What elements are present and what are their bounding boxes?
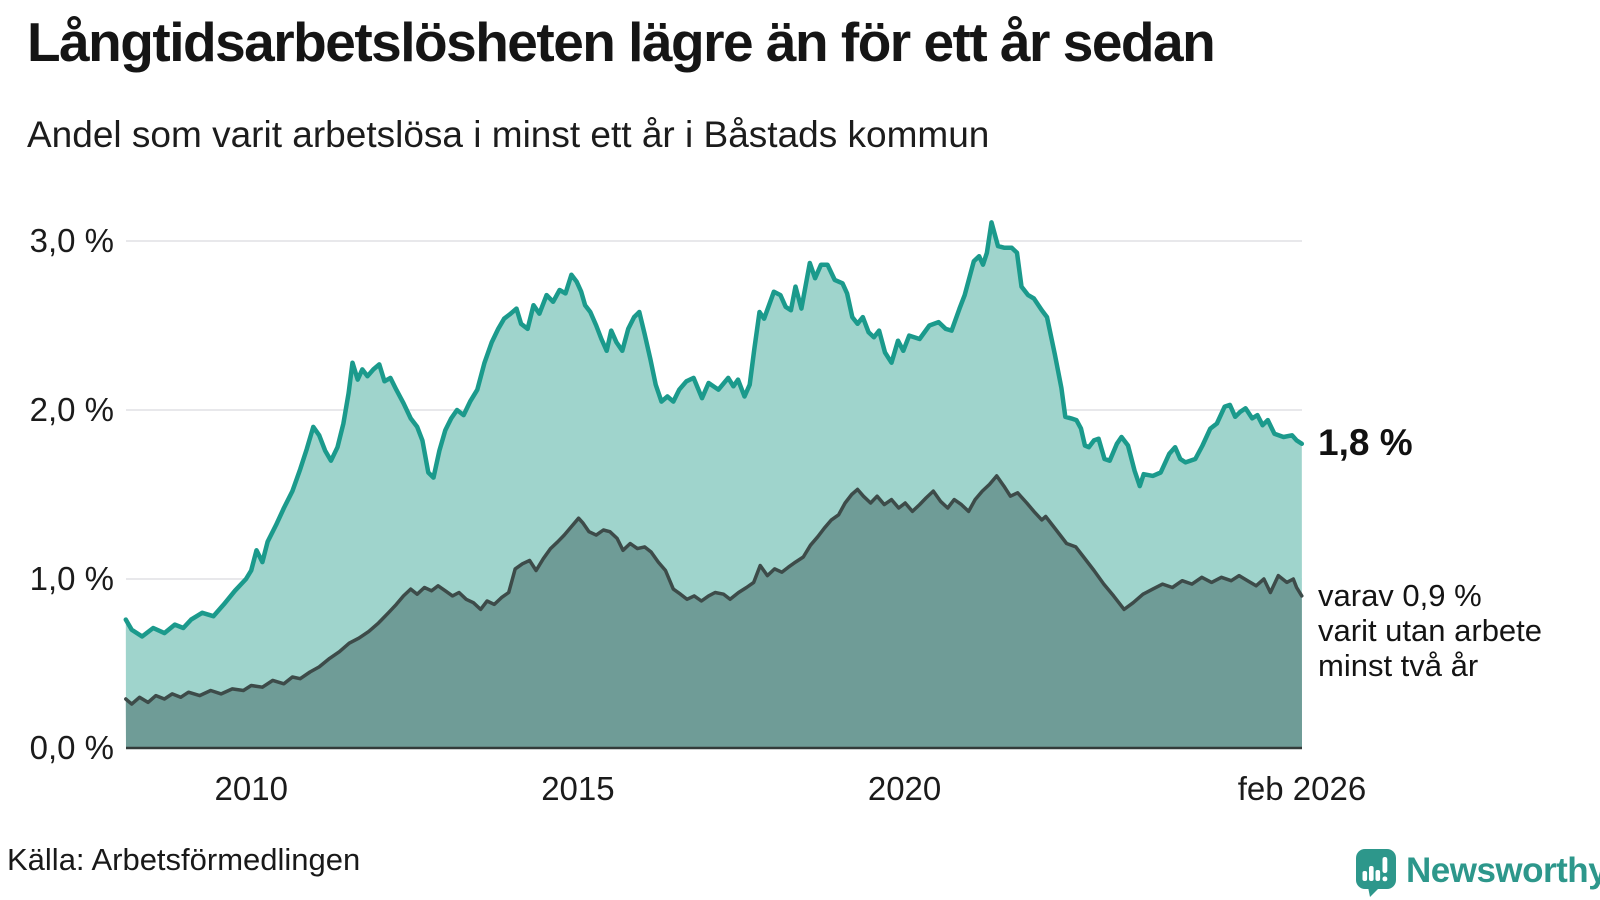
bar-chart-speech-bubble-icon (1356, 849, 1396, 897)
y-axis-tick-label: 1,0 % (29, 560, 114, 597)
x-axis-tick-label: 2010 (214, 770, 288, 807)
newsworthy-logo-text: Newsworthy (1406, 851, 1600, 890)
x-axis-tick-label: 2020 (867, 770, 942, 807)
y-axis-tick-label: 0,0 % (29, 729, 114, 766)
series-end-label-primary: 1,8 % (1318, 421, 1413, 463)
end-note-line: varit utan arbete (1318, 612, 1543, 648)
chart-subtitle: Andel som varit arbetslösa i minst ett å… (27, 114, 990, 155)
end-note-line: minst två år (1318, 647, 1479, 683)
x-axis-tick-label: feb 2026 (1237, 770, 1367, 807)
y-axis-tick-label: 2,0 % (29, 391, 114, 428)
end-note-line: varav 0,9 % (1318, 577, 1482, 613)
x-axis-tick-label: 2015 (541, 770, 615, 807)
series-end-label-secondary: varav 0,9 % varit utan arbete minst två … (1318, 578, 1542, 683)
page-title: Långtidsarbetslösheten lägre än för ett … (27, 11, 1216, 73)
newsworthy-logo: Newsworthy (1356, 849, 1600, 897)
source-note: Källa: Arbetsförmedlingen (7, 842, 361, 877)
y-axis-tick-label: 3,0 % (29, 222, 114, 259)
